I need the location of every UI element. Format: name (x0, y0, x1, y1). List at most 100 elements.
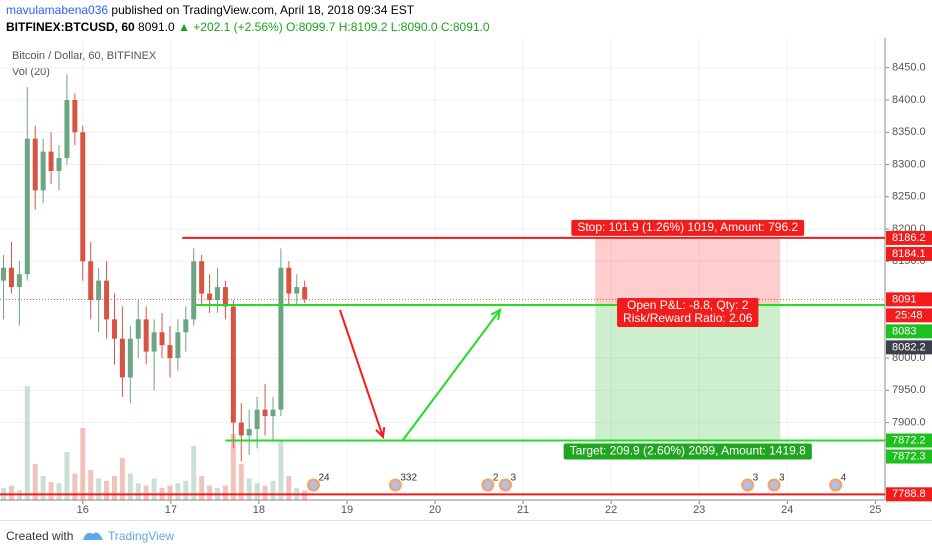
price-tag (886, 230, 932, 245)
volume-bar (175, 483, 181, 500)
pnl-label-bg (617, 298, 759, 328)
volume-bar (96, 478, 102, 500)
candle-body (191, 261, 197, 320)
stop-label-bg (571, 219, 805, 236)
y-tick-label: 8450.0 (892, 62, 926, 74)
event-flag (483, 481, 492, 489)
x-tick-label: 22 (605, 504, 617, 516)
price-tag-label: 7788.8 (892, 488, 926, 500)
volume-bar (111, 476, 117, 500)
y-tick-label: 7900.0 (892, 416, 926, 428)
volume-bar (32, 464, 38, 500)
candle-body (262, 409, 268, 417)
x-tick-label: 18 (253, 504, 265, 516)
chart: Bitcoin / Dollar, 60, BITFINEX Vol (20) … (0, 38, 932, 516)
x-tick-label: 20 (429, 504, 441, 516)
up-arrow-head (490, 308, 502, 321)
candle-body (230, 306, 236, 423)
down-arrow (339, 309, 384, 438)
candle-body (199, 261, 205, 294)
candle-body (16, 274, 22, 288)
candle-body (302, 287, 308, 300)
ohlc-low: L:8090.0 (390, 20, 438, 34)
price-tag-label: 8091 (892, 293, 916, 305)
y-tick-label: 8300.0 (892, 158, 926, 170)
event-flag (309, 481, 318, 489)
event-count: 2 (493, 473, 499, 484)
volume-bar (238, 464, 244, 500)
candle-body (80, 132, 86, 262)
x-tick-label: 24 (781, 504, 793, 516)
ohlc-open: O:8099.7 (286, 20, 336, 34)
x-tick-label: 25 (869, 504, 881, 516)
pnl-label-text: Open P&L: -8.8, Qty: 2 (627, 298, 749, 312)
x-tick-label: 16 (77, 504, 89, 516)
volume-bar (151, 478, 157, 500)
volume-bar (199, 476, 205, 500)
candle-body (96, 280, 102, 300)
author[interactable]: mavulamabena036 (6, 3, 109, 17)
countdown: 25:48 (895, 309, 923, 321)
event-count: 332 (400, 473, 417, 484)
candle-body (254, 409, 260, 430)
y-tick-label: 8250.0 (892, 191, 926, 203)
volume-bar (207, 485, 213, 500)
volume-bar (8, 485, 14, 500)
candle-body (246, 429, 252, 436)
candle-body (88, 261, 94, 300)
volume-bar (143, 485, 149, 500)
candle-body (175, 332, 181, 359)
brand[interactable]: TradingView (108, 529, 175, 543)
volume-bar (270, 480, 276, 500)
x-tick-label: 17 (165, 504, 177, 516)
candle-body (278, 267, 284, 410)
candle-body (294, 287, 300, 294)
y-tick-label: 8000.0 (892, 352, 926, 364)
candle-body (48, 151, 54, 171)
candle-body (183, 319, 189, 333)
target-label-text: Target: 209.9 (2.60%) 2099, Amount: 1419… (570, 444, 806, 458)
candle-body (24, 138, 30, 275)
price-tag (886, 487, 932, 502)
candle-body (270, 409, 276, 417)
ohlc-high: H:8109.2 (338, 20, 388, 34)
x-tick-label: 19 (341, 504, 353, 516)
candle-body (167, 345, 173, 359)
volume-bar (191, 446, 197, 500)
candle-body (286, 267, 292, 294)
volume-bar (80, 428, 86, 500)
candle-body (151, 332, 157, 352)
price: 8091.0 (138, 20, 175, 34)
x-tick-label: 23 (693, 504, 705, 516)
stop-zone (595, 237, 781, 306)
candle-body (238, 422, 244, 436)
stop-label: Stop: 101.9 (1.26%) 1019, Amount: 796.2 (571, 219, 805, 236)
candle-body (64, 100, 70, 159)
event-flag (743, 481, 752, 489)
volume-bar (183, 480, 189, 500)
volume-bar (230, 434, 236, 500)
volume-bar (127, 473, 133, 500)
volume-bar (262, 485, 268, 500)
candle-body (56, 158, 62, 171)
y-tick-label: 8350.0 (892, 126, 926, 138)
created-with: Created with (6, 529, 74, 543)
candle-body (40, 151, 46, 191)
price-tag-label: 7872.2 (892, 434, 926, 446)
logo (83, 532, 103, 540)
price-tag-label: 7872.3 (892, 450, 926, 462)
price-tag (886, 292, 932, 307)
x-tick-label: 21 (517, 504, 529, 516)
event-count: 24 (318, 473, 330, 484)
candle-body (215, 287, 221, 300)
volume-bar (135, 483, 141, 500)
pnl-label-text: Risk/Reward Ratio: 2.06 (623, 311, 753, 325)
volume-bar (72, 473, 78, 500)
candle-body (72, 100, 78, 133)
candle-body (8, 267, 14, 288)
volume-bar (24, 386, 30, 500)
volume-bar (64, 452, 70, 500)
footer: Created with TradingView (0, 520, 932, 550)
target-label: Target: 209.9 (2.60%) 2099, Amount: 1419… (563, 443, 812, 460)
